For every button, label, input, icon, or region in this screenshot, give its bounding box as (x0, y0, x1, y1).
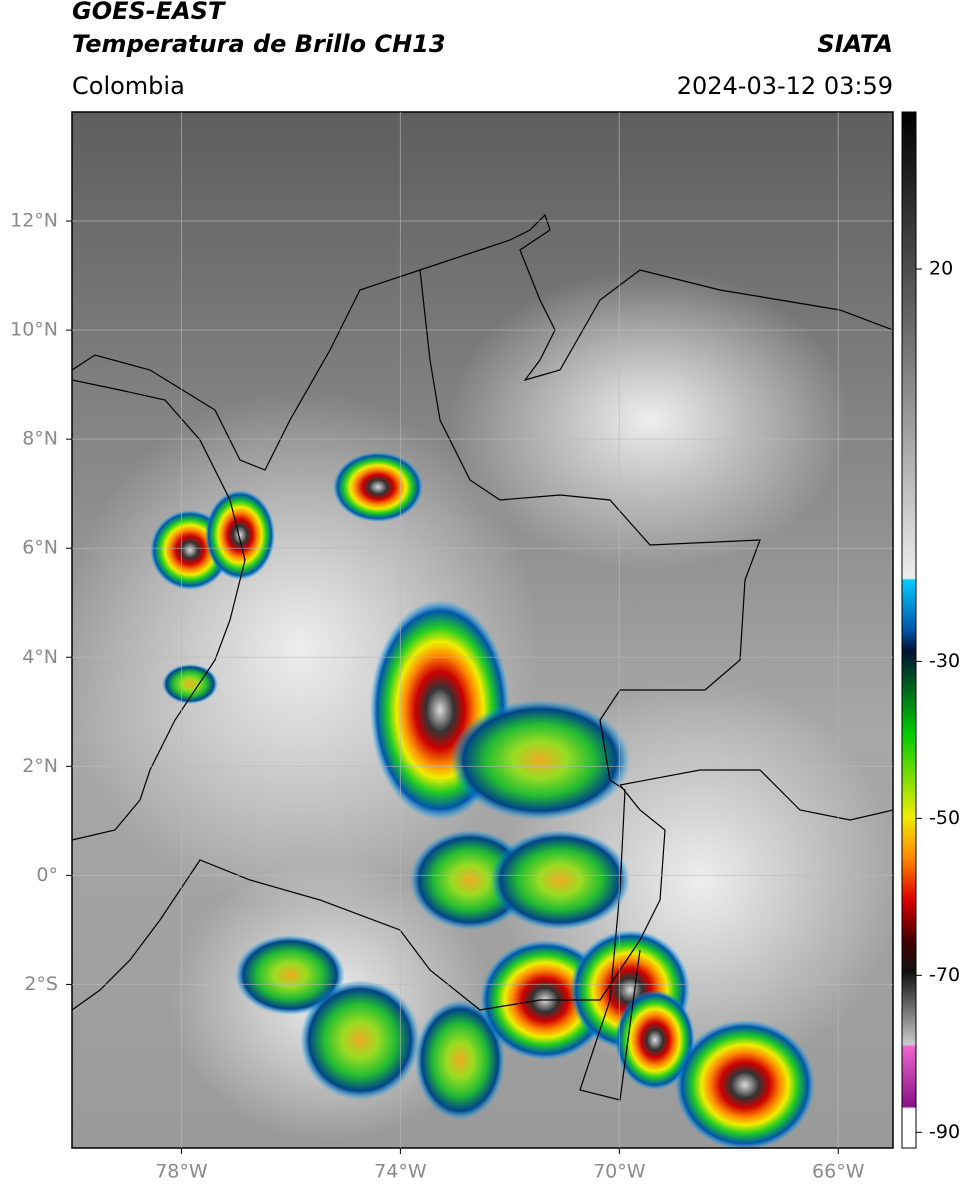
y-tick-label: 0° (36, 864, 58, 886)
storm (235, 935, 345, 1015)
storm (415, 1000, 505, 1120)
subtitle: Temperatura de Brillo CH13 (72, 30, 446, 58)
storm (490, 830, 630, 930)
storm (450, 700, 630, 820)
y-tick-label: 2°N (22, 755, 58, 777)
y-tick-label: 12°N (10, 210, 58, 232)
y-tick-label: 2°S (24, 973, 58, 995)
x-tick-label: 66°W (812, 1161, 865, 1183)
colorbar-tick-label: -50 (929, 807, 960, 829)
imagery (72, 112, 893, 1148)
y-tick-label: 10°N (10, 319, 58, 341)
timestamp: 2024-03-12 03:59 (677, 72, 893, 100)
colorbar (901, 111, 917, 1149)
storm (162, 664, 218, 704)
colorbar-tick-label: 20 (929, 257, 953, 279)
coastline (72, 213, 893, 471)
colorbar-tick-label: -30 (929, 650, 960, 672)
coastline (72, 379, 246, 841)
y-tick-label: 4°N (22, 646, 58, 668)
y-tick-label: 8°N (22, 428, 58, 450)
storm (333, 452, 423, 522)
storm (615, 990, 695, 1090)
map-frame (71, 111, 894, 1149)
colorbar-tick-label: -70 (929, 964, 960, 986)
title: GOES-EAST (72, 0, 226, 25)
cloud (450, 270, 850, 570)
storm (675, 1020, 815, 1148)
x-tick-label: 74°W (374, 1161, 427, 1183)
region: Colombia (72, 72, 185, 100)
x-tick-label: 78°W (155, 1161, 208, 1183)
storm (205, 490, 275, 580)
border (72, 769, 893, 1011)
colorbar-tick-label: -90 (929, 1121, 960, 1143)
y-tick-label: 6°N (22, 537, 58, 559)
x-tick-label: 70°W (593, 1161, 646, 1183)
storm (300, 980, 420, 1100)
border (419, 269, 761, 1101)
source: SIATA (817, 30, 893, 58)
